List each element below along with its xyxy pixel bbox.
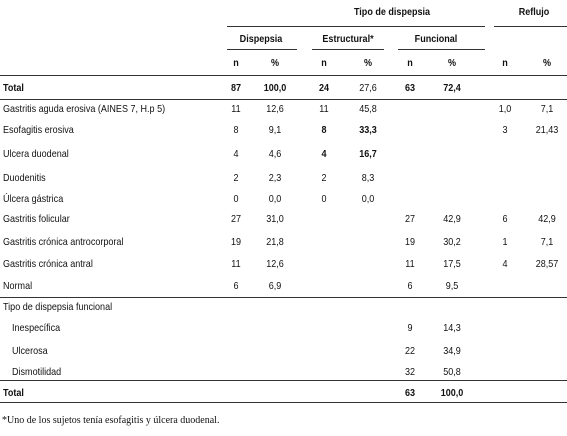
- header-dispepsia: Dispepsia: [239, 33, 283, 45]
- rule-before-total: [0, 380, 567, 381]
- table-cell: 63: [404, 82, 416, 94]
- rule-dispepsia: [227, 49, 297, 50]
- table-cell: 0: [233, 193, 239, 205]
- row-label: Ulcera duodenal: [3, 148, 69, 160]
- row-label: Ulcerosa: [12, 345, 48, 357]
- table-cell: 42,9: [443, 213, 461, 225]
- table-cell: 32: [404, 366, 416, 378]
- row-label: Duodenitis: [3, 172, 46, 184]
- rule-after-total: [0, 99, 567, 100]
- table-cell: 4: [502, 258, 508, 270]
- table-cell: 0,0: [361, 193, 375, 205]
- row-label: Gastritis crónica antrocorporal: [3, 236, 124, 248]
- table-cell: 87: [230, 82, 242, 94]
- rule-tipo-dispepsia: [227, 26, 485, 27]
- table-cell: 1,0: [498, 103, 512, 115]
- row-label: Total: [3, 82, 24, 94]
- table-cell: 12,6: [266, 103, 284, 115]
- table-cell: 22: [404, 345, 416, 357]
- table-cell: 42,9: [538, 213, 556, 225]
- table-cell: 34,9: [443, 345, 461, 357]
- header-tipo-dispepsia: Tipo de dispepsia: [353, 6, 431, 18]
- table-cell: 9,1: [268, 124, 282, 136]
- table-cell: 17,5: [443, 258, 461, 270]
- table-cell: 50,8: [443, 366, 461, 378]
- row-label: Úlcera gástrica: [3, 193, 64, 205]
- subheader-pct: %: [542, 57, 552, 69]
- table-cell: 6: [233, 280, 239, 292]
- subheader-n: n: [321, 57, 327, 69]
- table-cell: 27,6: [359, 82, 377, 94]
- subheader-n: n: [407, 57, 413, 69]
- table-cell: 9,5: [445, 280, 459, 292]
- table-cell: 3: [502, 124, 508, 136]
- subheader-n: n: [233, 57, 239, 69]
- table-cell: 21,8: [266, 236, 284, 248]
- table-cell: 63: [404, 387, 416, 399]
- table-cell: 6: [502, 213, 508, 225]
- header-estructural: Estructural*: [322, 33, 374, 45]
- table-cell: 7,1: [540, 236, 554, 248]
- table-cell: 31,0: [266, 213, 284, 225]
- table-cell: 12,6: [266, 258, 284, 270]
- subheader-pct: %: [363, 57, 373, 69]
- table-cell: 0: [321, 193, 327, 205]
- table-cell: 7,1: [540, 103, 554, 115]
- table-cell: 30,2: [443, 236, 461, 248]
- table-cell: 4,6: [268, 148, 282, 160]
- table-cell: 11: [405, 258, 415, 270]
- table-cell: 72,4: [443, 82, 461, 94]
- rule-estructural: [312, 49, 384, 50]
- table-cell: 6,9: [268, 280, 282, 292]
- row-label: Gastritis crónica antral: [3, 258, 93, 270]
- table-cell: 16,7: [359, 148, 377, 160]
- subheader-pct: %: [270, 57, 280, 69]
- table-cell: 2: [233, 172, 239, 184]
- table-cell: 4: [321, 148, 327, 160]
- table-cell: 2,3: [268, 172, 282, 184]
- table-cell: 11: [319, 103, 329, 115]
- rule-table-bottom: [0, 402, 567, 403]
- table-cell: 6: [407, 280, 413, 292]
- rule-funcional: [398, 49, 485, 50]
- row-label: Gastritis folicular: [3, 213, 70, 225]
- table-cell: 24: [318, 82, 330, 94]
- table-cell: 14,3: [443, 322, 461, 334]
- table-cell: 33,3: [359, 124, 377, 136]
- rule-reflujo: [494, 26, 567, 27]
- table-cell: 8: [321, 124, 327, 136]
- table-cell: 1: [502, 236, 508, 248]
- table-cell: 19: [230, 236, 242, 248]
- row-label: Dismotilidad: [12, 366, 62, 378]
- table-cell: 100,0: [440, 387, 464, 399]
- table-cell: 19: [404, 236, 416, 248]
- table-cell: 21,43: [535, 124, 559, 136]
- table-footnote: *Uno de los sujetos tenía esofagitis y ú…: [2, 415, 220, 426]
- table-cell: 27: [230, 213, 242, 225]
- table-cell: 27: [404, 213, 416, 225]
- table-cell: 8: [233, 124, 239, 136]
- subheader-n: n: [502, 57, 508, 69]
- table-cell: 28,57: [535, 258, 559, 270]
- header-funcional: Funcional: [414, 33, 458, 45]
- table-cell: 11: [231, 103, 241, 115]
- rule-functional-section: [0, 297, 567, 298]
- table-cell: 45,8: [359, 103, 377, 115]
- row-label: Inespecífica: [12, 322, 61, 334]
- row-label: Normal: [3, 280, 33, 292]
- table-cell: 100,0: [263, 82, 287, 94]
- row-label: Esofagitis erosiva: [3, 124, 74, 136]
- table-cell: 11: [231, 258, 241, 270]
- table-cell: 2: [321, 172, 327, 184]
- row-label: Tipo de dispepsia funcional: [3, 301, 113, 313]
- rule-header-bottom: [0, 75, 567, 76]
- row-label: Gastritis aguda erosiva (AINES 7, H.p 5): [3, 103, 166, 115]
- header-reflujo: Reflujo: [518, 6, 550, 18]
- table-cell: 9: [407, 322, 413, 334]
- table-cell: 0,0: [268, 193, 282, 205]
- row-label: Total: [3, 387, 24, 399]
- subheader-pct: %: [447, 57, 457, 69]
- table-cell: 4: [233, 148, 239, 160]
- table-cell: 8,3: [361, 172, 375, 184]
